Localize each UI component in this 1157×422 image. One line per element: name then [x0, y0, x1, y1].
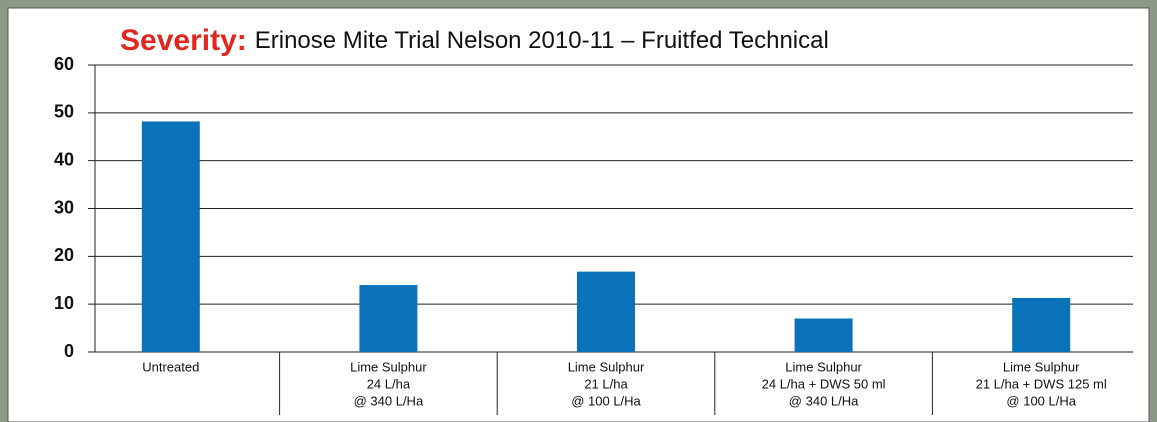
bar: [359, 285, 417, 352]
y-tick-label: 0: [64, 341, 74, 361]
x-tick-label: Lime Sulphur: [785, 359, 862, 374]
chart: Severity: Erinose Mite Trial Nelson 2010-…: [0, 0, 1157, 422]
y-tick-label: 20: [54, 245, 74, 265]
x-tick-label: 21 L/ha: [584, 376, 628, 391]
y-tick-label: 30: [54, 197, 74, 217]
x-tick-label: @ 340 L/Ha: [789, 393, 859, 408]
bar: [142, 121, 200, 352]
bar: [795, 319, 853, 352]
x-tick-label: @ 340 L/Ha: [354, 393, 424, 408]
x-tick-label: Lime Sulphur: [350, 359, 427, 374]
x-tick-label: @ 100 L/Ha: [1006, 393, 1076, 408]
y-tick-label: 60: [54, 54, 74, 74]
y-tick-label: 40: [54, 149, 74, 169]
x-tick-label: Lime Sulphur: [568, 359, 645, 374]
x-tick-label: 21 L/ha + DWS 125 ml: [976, 376, 1107, 391]
x-tick-label: Untreated: [142, 359, 199, 374]
bar: [1012, 298, 1070, 352]
title-text: Erinose Mite Trial Nelson 2010-11 – Frui…: [255, 27, 829, 54]
y-tick-label: 10: [54, 293, 74, 313]
y-tick-label: 50: [54, 102, 74, 122]
x-tick-label: 24 L/ha: [367, 376, 411, 391]
chart-title: Severity: Erinose Mite Trial Nelson 2010-…: [120, 24, 829, 57]
bar: [577, 272, 635, 352]
x-tick-label: 24 L/ha + DWS 50 ml: [762, 376, 886, 391]
x-tick-label: @ 100 L/Ha: [571, 393, 641, 408]
x-tick-label: Lime Sulphur: [1003, 359, 1080, 374]
title-label: Severity:: [120, 24, 247, 57]
